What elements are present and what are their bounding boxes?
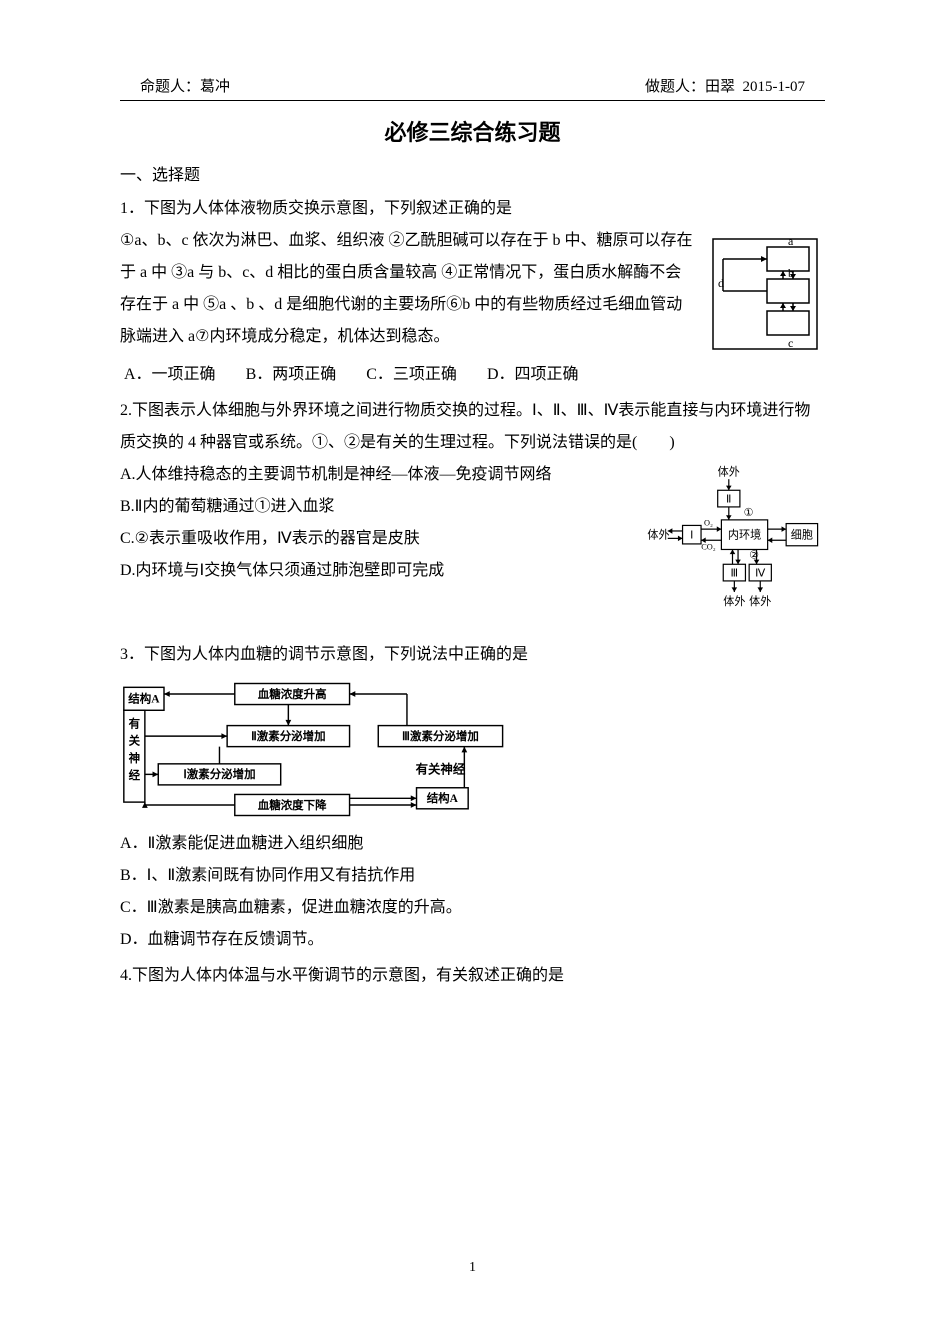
- section-heading: 一、选择题: [120, 161, 825, 185]
- q2-tw-left: 体外: [647, 527, 669, 541]
- q3-sugar-up: 血糖浓度升高: [258, 687, 327, 701]
- page-number: 1: [0, 1260, 945, 1276]
- q2-opt-c: C.②表示重吸收作用，Ⅳ表示的器官是皮肤: [120, 523, 630, 555]
- q2-opt-b: B.Ⅱ内的葡萄糖通过①进入血浆: [120, 491, 630, 523]
- q1-opt-b: B．两项正确: [246, 359, 337, 391]
- q3-I: Ⅰ激素分泌增加: [183, 767, 255, 781]
- q1-options: A．一项正确 B．两项正确 C．三项正确 D．四项正确: [120, 359, 825, 391]
- q3-stem: 3．下图为人体内血糖的调节示意图，下列说法中正确的是: [120, 639, 825, 671]
- q1-body: ①a、b、c 依次为淋巴、血浆、组织液 ②乙酰胆碱可以存在于 b 中、糖原可以存…: [120, 225, 705, 353]
- q2-stem: 2.下图表示人体细胞与外界环境之间进行物质交换的过程。Ⅰ、Ⅱ、Ⅲ、Ⅳ表示能直接与…: [120, 395, 825, 459]
- q3-opt-d: D．血糖调节存在反馈调节。: [120, 924, 825, 956]
- header-date: 2015-1-07: [743, 79, 806, 95]
- svg-text:神: 神: [129, 751, 140, 765]
- question-1: 1．下图为人体体液物质交换示意图，下列叙述正确的是 ①a、b、c 依次为淋巴、血…: [120, 193, 825, 391]
- question-2: 2.下图表示人体细胞与外界环境之间进行物质交换的过程。Ⅰ、Ⅱ、Ⅲ、Ⅳ表示能直接与…: [120, 395, 825, 635]
- q1-opt-a: A．一项正确: [124, 359, 216, 391]
- q1-fig-label-a: a: [788, 234, 794, 248]
- header-left: 命题人：葛冲: [140, 75, 230, 96]
- q3-III: Ⅲ激素分泌增加: [402, 729, 479, 743]
- q2-tw-br: 体外: [749, 594, 771, 608]
- q2-opt-a: A.人体维持稳态的主要调节机制是神经—体液—免疫调节网络: [120, 459, 630, 491]
- q2-tw-top: 体外: [718, 464, 740, 478]
- q1-stem-line1: 1．下图为人体体液物质交换示意图，下列叙述正确的是: [120, 193, 825, 225]
- question-4: 4.下图为人体内体温与水平衡调节的示意图，有关叙述正确的是: [120, 960, 825, 992]
- header-row: 命题人：葛冲 做题人：田翠 2015-1-07: [120, 75, 825, 96]
- header-right: 做题人：田翠 2015-1-07: [645, 75, 805, 96]
- svg-text:关: 关: [129, 734, 141, 748]
- q2-I: Ⅰ: [690, 529, 693, 541]
- header-rule: [120, 100, 825, 101]
- header-left-name: 葛冲: [200, 79, 230, 95]
- q3-figure: 结构A 有 关 神 经 血糖浓度升高 Ⅱ激素分泌增加: [120, 677, 825, 822]
- q1-opt-d: D．四项正确: [487, 359, 579, 391]
- q1-opt-c: C．三项正确: [366, 359, 457, 391]
- header-right-name: 田翠: [705, 79, 735, 95]
- page-title: 必修三综合练习题: [120, 115, 825, 147]
- q3-opt-c: C．Ⅲ激素是胰高血糖素，促进血糖浓度的升高。: [120, 892, 825, 924]
- q2-III: Ⅲ: [731, 567, 739, 579]
- header-left-label: 命题人：: [140, 79, 200, 95]
- q2-CO2: CO₂: [701, 542, 716, 551]
- q3-nerve-right: 有关神经: [416, 761, 466, 776]
- page: 命题人：葛冲 做题人：田翠 2015-1-07 必修三综合练习题 一、选择题 1…: [0, 0, 945, 1336]
- q2-opt-d: D.内环境与Ⅰ交换气体只须通过肺泡壁即可完成: [120, 555, 630, 587]
- q1-fig-label-d: d: [718, 276, 724, 290]
- q3-II: Ⅱ激素分泌增加: [251, 729, 325, 743]
- q2-II: Ⅱ: [726, 493, 731, 505]
- q2-tw-bl: 体外: [723, 594, 745, 608]
- svg-text:经: 经: [129, 768, 141, 782]
- q3-sugar-down: 血糖浓度下降: [258, 798, 327, 812]
- q2-cell: 细胞: [791, 528, 813, 541]
- q2-IV: Ⅳ: [755, 567, 766, 579]
- q3-structA-left: 结构A: [127, 692, 160, 706]
- question-3: 3．下图为人体内血糖的调节示意图，下列说法中正确的是 结构A 有 关 神 经 血…: [120, 639, 825, 956]
- q1-fig-label-c: c: [788, 336, 793, 350]
- q2-one: ①: [744, 507, 754, 519]
- q2-inner: 内环境: [728, 527, 761, 541]
- q2-figure: 体外 Ⅱ ① 体外: [640, 463, 825, 635]
- q2-O2: O₂: [704, 518, 713, 527]
- q1-figure: a b c d: [705, 229, 825, 359]
- header-right-label: 做题人：: [645, 79, 705, 95]
- q3-opt-b: B．Ⅰ、Ⅱ激素间既有协同作用又有拮抗作用: [120, 860, 825, 892]
- svg-text:有: 有: [129, 717, 140, 731]
- q3-opt-a: A．Ⅱ激素能促进血糖进入组织细胞: [120, 828, 825, 860]
- q3-structA-right: 结构A: [426, 791, 459, 805]
- q1-fig-label-b: b: [788, 266, 794, 280]
- q4-stem: 4.下图为人体内体温与水平衡调节的示意图，有关叙述正确的是: [120, 960, 825, 992]
